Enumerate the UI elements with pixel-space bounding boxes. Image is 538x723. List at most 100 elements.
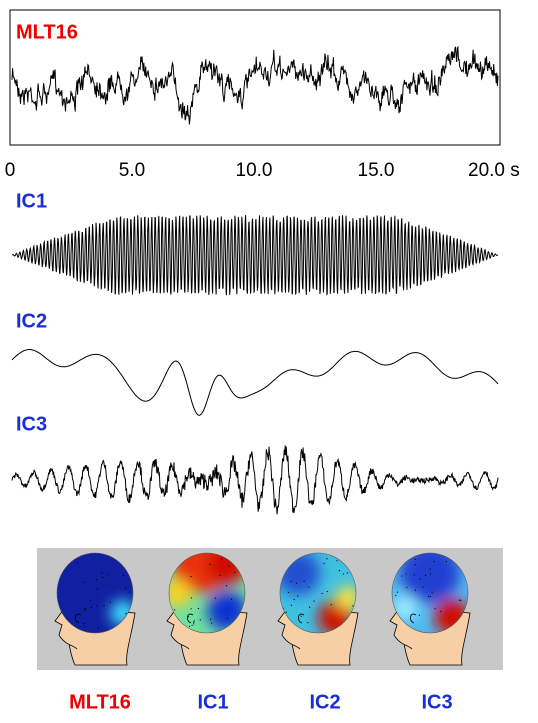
- sensor: [309, 606, 311, 608]
- blob: [393, 596, 417, 620]
- blob: [336, 586, 356, 610]
- sensor: [429, 595, 431, 598]
- sensor: [445, 560, 448, 563]
- scalp-map: [280, 553, 356, 633]
- time-tick-label: 0: [5, 160, 16, 181]
- face: [54, 604, 78, 650]
- sensor: [102, 576, 104, 578]
- head: [389, 552, 471, 666]
- sensor: [191, 624, 193, 627]
- scalp-outline: [279, 552, 357, 634]
- sensor: [431, 591, 433, 593]
- sensor: [419, 578, 421, 580]
- blob: [169, 579, 191, 607]
- sensor: [209, 563, 211, 565]
- sensor: [414, 589, 417, 591]
- sensor: [429, 568, 431, 570]
- sensor: [214, 597, 217, 599]
- signal-label: MLT16: [16, 21, 78, 43]
- sensor: [76, 561, 78, 563]
- time-axis: 0 5.0 10.0 15.0 20.0 s: [5, 160, 520, 181]
- sensor: [85, 608, 87, 610]
- sensor: [101, 572, 103, 574]
- time-tick-label: 5.0: [119, 160, 145, 181]
- sensor: [352, 605, 354, 607]
- topomaps: [54, 552, 471, 666]
- sensor: [197, 607, 200, 610]
- sensor: [109, 601, 111, 603]
- sensor: [193, 620, 195, 622]
- sensor: [107, 573, 109, 575]
- sensor: [418, 614, 420, 616]
- sensor: [342, 573, 344, 575]
- sensor: [440, 610, 442, 613]
- ic2-trace: [11, 349, 499, 416]
- sensor: [221, 558, 223, 560]
- face: [166, 604, 190, 650]
- sensor: [307, 622, 309, 624]
- ic3-trace: [11, 445, 499, 515]
- scalp-map: [169, 553, 245, 633]
- sensor: [405, 573, 407, 575]
- sensor: [210, 622, 213, 624]
- ic1-trace: [11, 215, 499, 296]
- sensor: [433, 560, 435, 563]
- signal-trace: [11, 45, 499, 125]
- sensor: [300, 615, 302, 617]
- sensor: [192, 621, 195, 623]
- sensor: [414, 564, 416, 566]
- sensor: [83, 625, 85, 627]
- sensor: [225, 585, 228, 587]
- sensor: [190, 597, 193, 599]
- sensor: [458, 599, 461, 601]
- sensor: [96, 605, 98, 607]
- ear: [187, 613, 194, 624]
- blob: [400, 553, 460, 603]
- sensor: [460, 599, 462, 601]
- time-tick-label: 20.0 s: [468, 160, 520, 181]
- sensor: [228, 565, 230, 567]
- sensor: [285, 611, 287, 613]
- sensor: [231, 598, 233, 600]
- sensor: [290, 604, 292, 606]
- component-label: IC2: [16, 310, 47, 332]
- topomap-label: IC3: [421, 691, 452, 713]
- time-tick-label: 10.0: [236, 160, 273, 181]
- ear: [410, 613, 417, 624]
- head: [54, 552, 136, 666]
- sensor: [413, 574, 415, 576]
- sensor: [83, 581, 85, 583]
- sensor: [290, 580, 292, 583]
- sensor: [326, 590, 328, 593]
- sensor: [297, 595, 299, 597]
- sensor: [321, 592, 323, 595]
- sensor: [97, 627, 99, 629]
- topomap-label: IC1: [197, 691, 228, 713]
- sensor: [427, 595, 430, 598]
- time-tick-label: 15.0: [358, 160, 395, 181]
- sensor: [429, 573, 432, 575]
- scalp-outline: [168, 552, 246, 634]
- sensor: [396, 591, 399, 593]
- sensor: [83, 622, 85, 625]
- component-label: IC1: [16, 190, 47, 212]
- sensor: [338, 569, 341, 572]
- sensor: [122, 574, 125, 577]
- sensor: [313, 600, 315, 602]
- sensor: [193, 623, 195, 625]
- sensor: [210, 618, 212, 620]
- sensor: [96, 588, 99, 590]
- sensor: [288, 591, 290, 594]
- sensor: [125, 587, 127, 589]
- scalp-outline: [391, 552, 469, 634]
- sensor: [323, 562, 325, 565]
- sensor: [422, 586, 424, 588]
- sensor: [346, 572, 348, 574]
- sensor: [395, 594, 397, 597]
- sensor: [174, 609, 176, 611]
- sensor: [414, 558, 416, 560]
- sensor: [226, 617, 229, 620]
- component-label: IC3: [16, 413, 47, 435]
- sensor: [326, 558, 328, 560]
